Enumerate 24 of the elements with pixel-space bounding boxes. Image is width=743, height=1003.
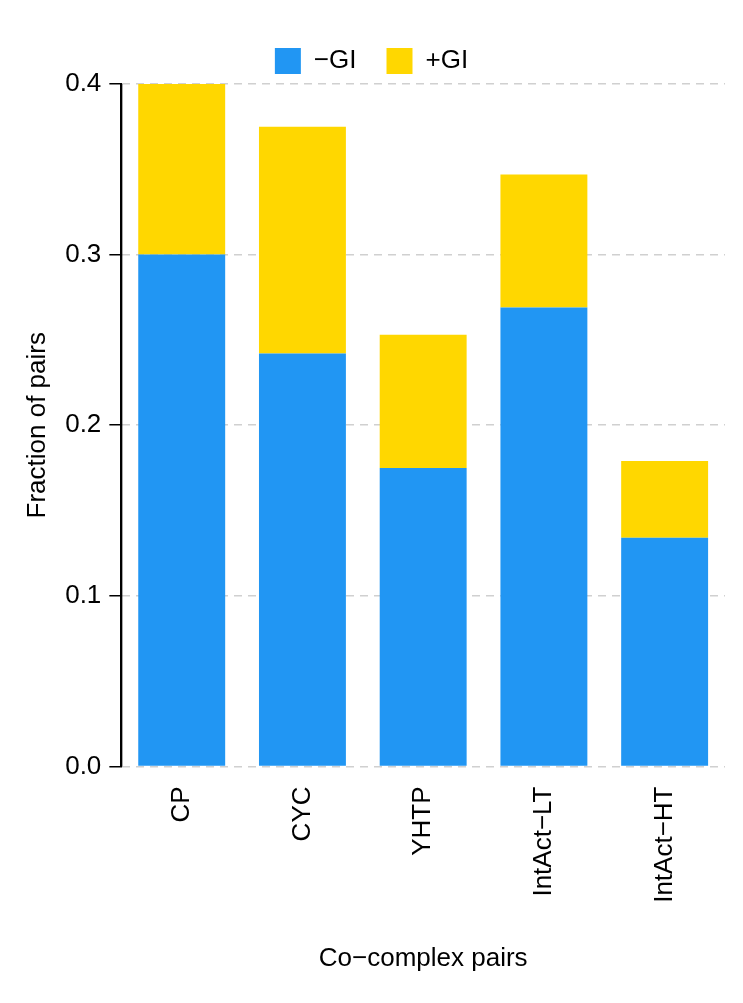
bar [500,307,588,766]
x-tick-label: YHTP [406,786,437,856]
x-tick-label: CYC [285,786,316,842]
bar [258,126,346,354]
bar [258,353,346,766]
bar [621,461,709,538]
bar [500,174,588,308]
x-axis-title: Co−complex pairs [318,941,528,972]
bar [138,84,226,255]
bar [138,254,226,766]
y-tick-label: 0.0 [65,749,102,780]
y-tick-label: 0.4 [65,67,102,98]
y-tick-label: 0.3 [65,237,102,268]
bar [379,467,467,766]
legend-label: +GI [425,44,469,75]
y-axis-title: Fraction of pairs [20,332,51,519]
y-tick-label: 0.1 [65,579,102,610]
x-tick-label: IntAct−HT [647,786,678,903]
x-tick-label: IntAct−LT [527,786,558,897]
y-tick-label: 0.2 [65,408,102,439]
legend-label: −GI [313,44,357,75]
x-tick-label: CP [164,786,195,823]
bar [621,537,709,766]
bar [379,334,467,468]
